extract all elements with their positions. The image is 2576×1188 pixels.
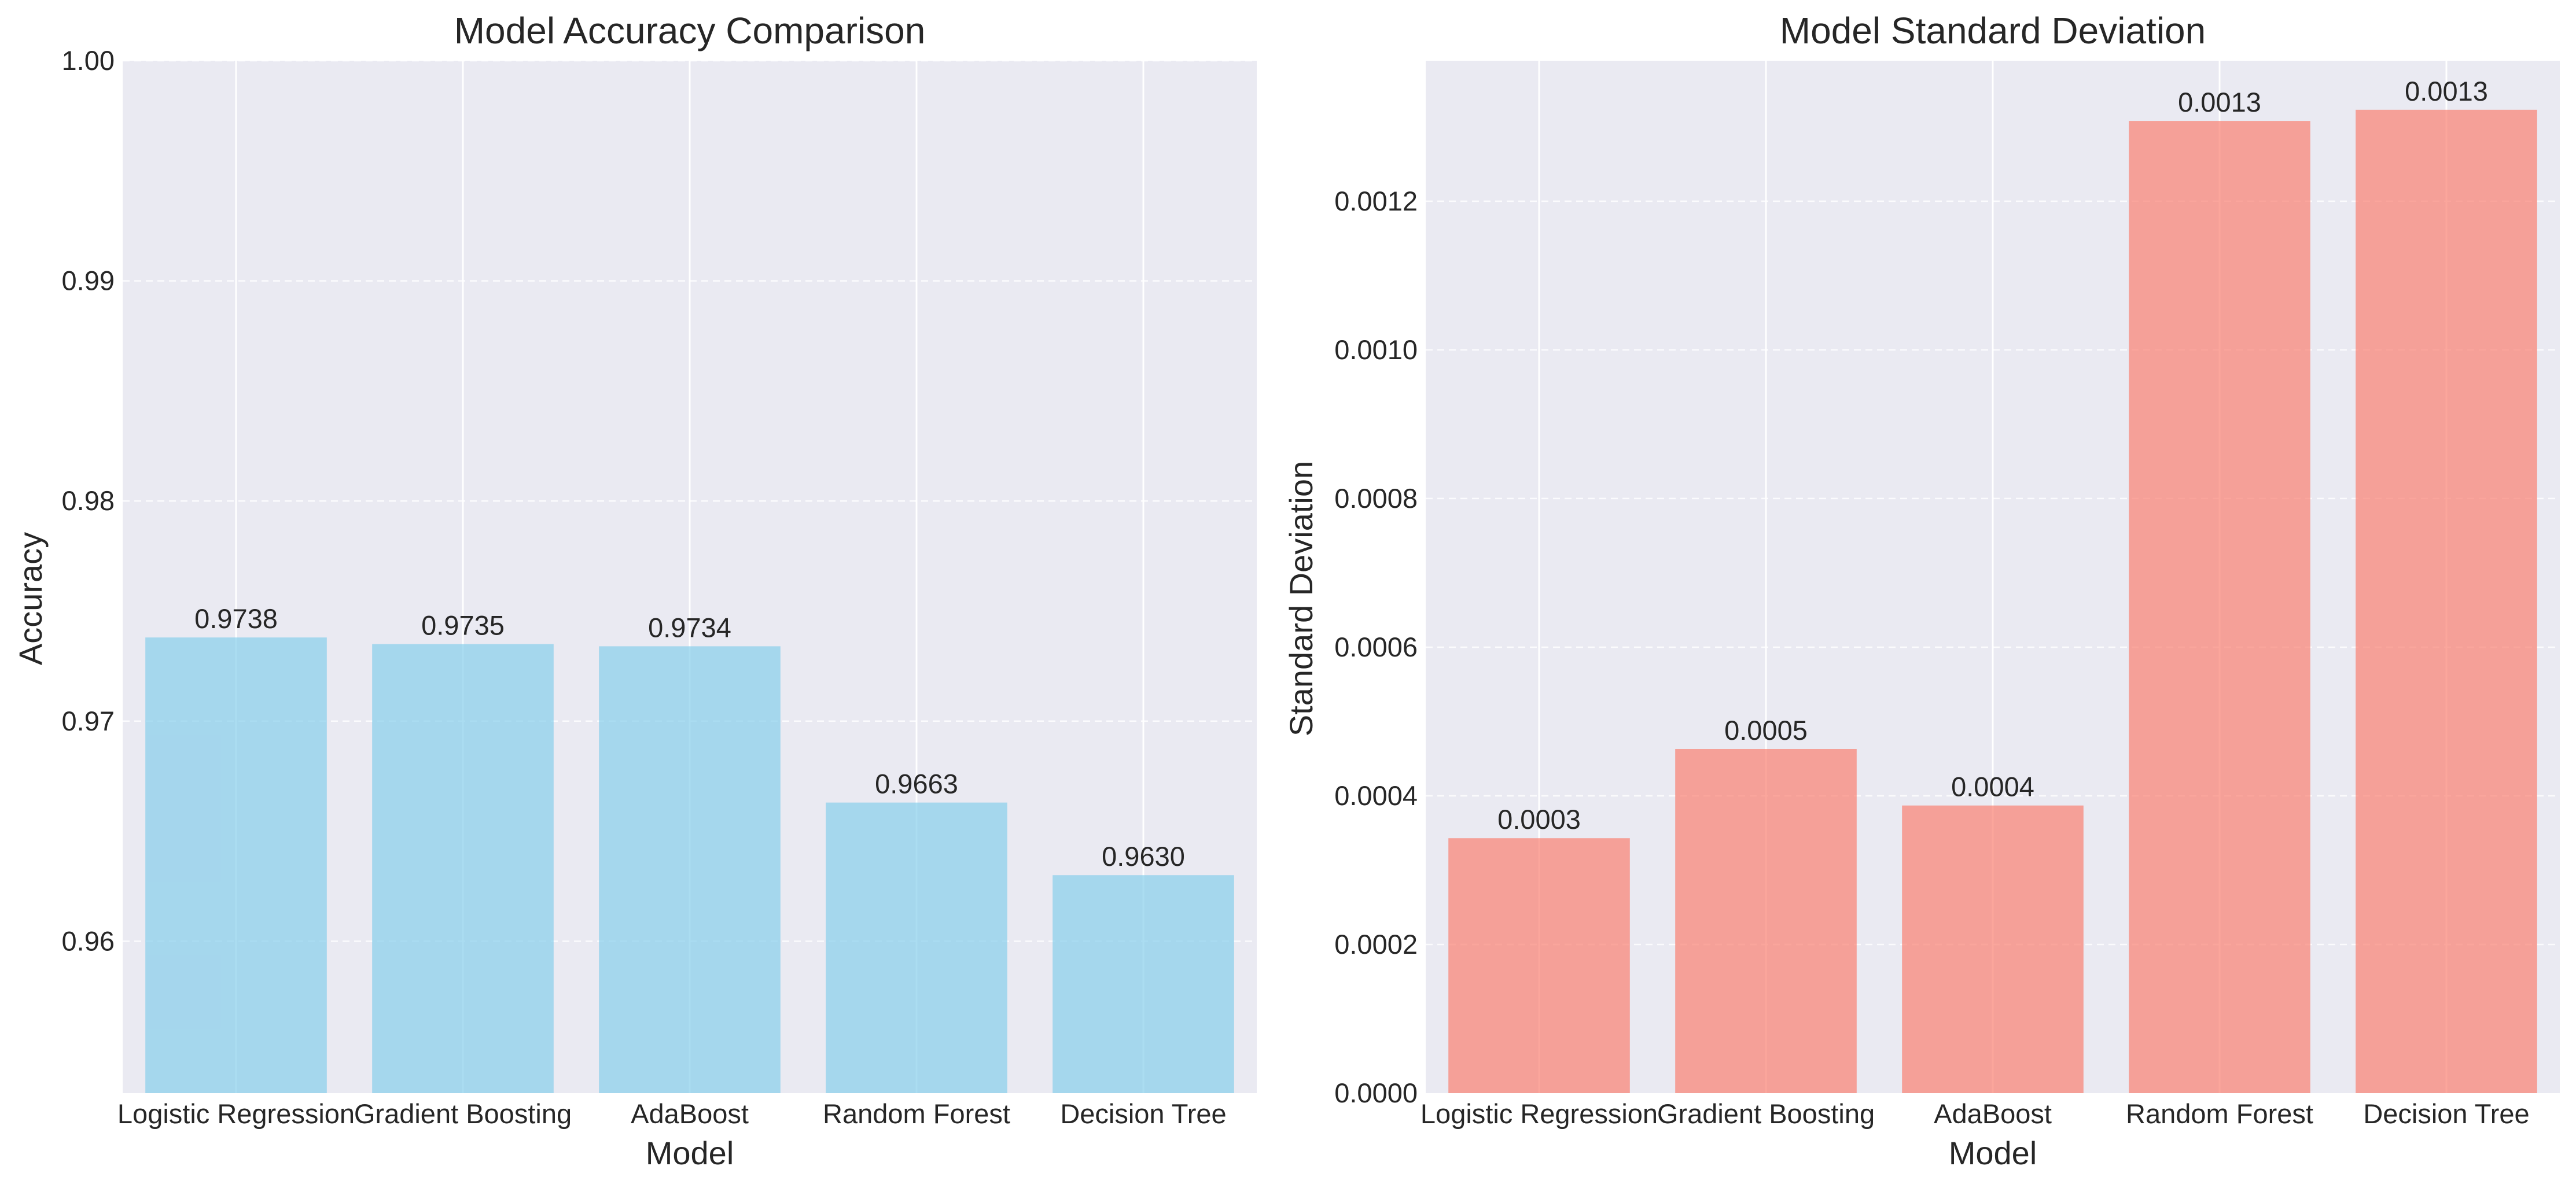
accuracy-bar-value-label: 0.9734 xyxy=(648,612,731,643)
accuracy-x-tick-label: Decision Tree xyxy=(1060,1098,1226,1129)
std-x-tick-label: Random Forest xyxy=(2126,1098,2313,1129)
accuracy-plot-area: 0.96 0.97 0.98 0.99 1.00 0.9738 Logistic Regre… xyxy=(62,45,1257,1129)
accuracy-y-tick-label: 0.98 xyxy=(62,485,115,516)
accuracy-chart: 0.96 0.97 0.98 0.99 1.00 0.9738 Logistic Regre… xyxy=(12,10,1257,1171)
std-y-tick-label: 0.0000 xyxy=(1334,1078,1418,1108)
accuracy-bar xyxy=(145,637,327,1093)
accuracy-y-tick-label: 1.00 xyxy=(62,45,115,76)
std-y-tick-label: 0.0010 xyxy=(1334,334,1418,365)
accuracy-chart-title: Model Accuracy Comparison xyxy=(454,10,926,51)
accuracy-bar xyxy=(599,646,781,1093)
std-x-tick-label: AdaBoost xyxy=(1934,1098,2052,1129)
accuracy-x-tick-label: Random Forest xyxy=(823,1098,1010,1129)
std-chart-title: Model Standard Deviation xyxy=(1780,10,2206,51)
accuracy-bar-value-label: 0.9630 xyxy=(1102,841,1185,872)
std-bar-value-label: 0.0013 xyxy=(2405,76,2488,106)
std-bar xyxy=(2356,109,2537,1094)
std-y-tick-label: 0.0012 xyxy=(1334,186,1418,216)
accuracy-x-tick-label: Gradient Boosting xyxy=(354,1098,572,1129)
std-bar-value-label: 0.0013 xyxy=(2178,87,2261,117)
accuracy-y-tick-label: 0.96 xyxy=(62,925,115,956)
std-x-tick-label: Logistic Regression xyxy=(1421,1098,1658,1129)
std-bar xyxy=(1675,749,1857,1093)
accuracy-bar xyxy=(1053,875,1234,1093)
std-y-tick-label: 0.0008 xyxy=(1334,483,1418,514)
std-bar-value-label: 0.0003 xyxy=(1497,804,1581,835)
std-bar xyxy=(2129,121,2310,1093)
accuracy-bar xyxy=(826,802,1007,1093)
std-bar-value-label: 0.0005 xyxy=(1724,715,1808,746)
std-deviation-chart: 0.0000 0.0002 0.0004 0.0006 0.0008 0.0010 0.00… xyxy=(1283,10,2560,1171)
accuracy-bar xyxy=(372,644,554,1093)
accuracy-y-tick-label: 0.99 xyxy=(62,265,115,296)
accuracy-x-tick-label: Logistic Regression xyxy=(117,1098,355,1129)
accuracy-y-tick-label: 0.97 xyxy=(62,706,115,736)
std-bar xyxy=(1448,838,1630,1093)
accuracy-bar-value-label: 0.9735 xyxy=(421,610,505,641)
std-plot-area: 0.0000 0.0002 0.0004 0.0006 0.0008 0.0010 0.00… xyxy=(1334,61,2560,1129)
std-y-tick-label: 0.0004 xyxy=(1334,780,1418,811)
accuracy-bar-value-label: 0.9663 xyxy=(875,769,958,799)
std-x-tick-label: Gradient Boosting xyxy=(1657,1098,1875,1129)
std-y-axis-label: Standard Deviation xyxy=(1283,461,1319,736)
std-x-tick-label: Decision Tree xyxy=(2363,1098,2529,1129)
accuracy-y-axis-label: Accuracy xyxy=(12,532,49,665)
std-bar-value-label: 0.0004 xyxy=(1951,772,2034,802)
accuracy-bar-value-label: 0.9738 xyxy=(194,603,278,634)
std-y-tick-label: 0.0006 xyxy=(1334,632,1418,662)
accuracy-x-axis-label: Model xyxy=(646,1135,734,1171)
std-x-axis-label: Model xyxy=(1949,1135,2037,1171)
accuracy-x-tick-label: AdaBoost xyxy=(631,1098,749,1129)
std-y-tick-label: 0.0002 xyxy=(1334,929,1418,960)
std-bar xyxy=(1902,805,2084,1093)
